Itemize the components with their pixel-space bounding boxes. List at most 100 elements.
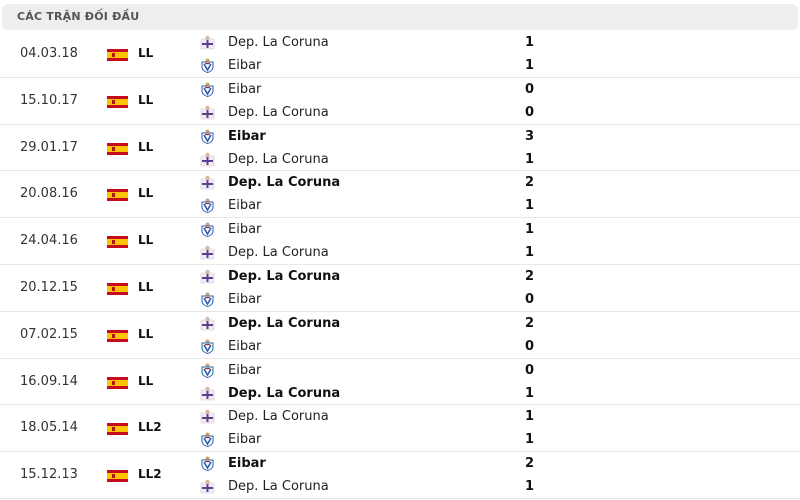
home-team: Dep. La Coruna 1 — [200, 33, 600, 53]
match-date: 18.05.14 — [20, 420, 78, 436]
match-date: 15.10.17 — [20, 92, 78, 108]
home-team: Eibar 0 — [200, 80, 600, 100]
league-label[interactable]: LL — [138, 92, 154, 107]
away-team: Dep. La Coruna 1 — [200, 243, 600, 263]
home-team: Dep. La Coruna 1 — [200, 407, 600, 427]
team-score: 1 — [525, 479, 535, 495]
team-name[interactable]: Eibar — [228, 81, 262, 97]
team-name[interactable]: Dep. La Coruna — [228, 104, 329, 120]
home-team: Eibar 3 — [200, 127, 600, 147]
match-date: 20.08.16 — [20, 186, 78, 202]
spain-flag-icon — [107, 470, 128, 483]
match-row[interactable]: 16.09.14 LL Eibar 0 Dep. La Coruna 1 — [0, 359, 800, 406]
away-team: Eibar 1 — [200, 56, 600, 76]
spain-flag-icon — [107, 376, 128, 389]
home-team: Dep. La Coruna 2 — [200, 267, 600, 287]
deportivo-crest-icon — [200, 152, 215, 167]
team-name[interactable]: Eibar — [228, 291, 262, 307]
spain-flag-icon — [107, 95, 128, 108]
team-name[interactable]: Dep. La Coruna — [228, 268, 341, 284]
away-team: Dep. La Coruna 1 — [200, 477, 600, 497]
match-date: 04.03.18 — [20, 46, 78, 61]
team-score: 1 — [525, 385, 535, 401]
match-date: 16.09.14 — [20, 373, 78, 389]
match-date: 24.04.16 — [20, 233, 78, 249]
spain-flag-icon — [107, 142, 128, 155]
team-name[interactable]: Dep. La Coruna — [228, 245, 329, 261]
eibar-crest-icon — [200, 456, 215, 472]
team-name[interactable]: Dep. La Coruna — [228, 409, 329, 425]
spain-flag-icon — [107, 236, 128, 249]
deportivo-crest-icon — [200, 269, 215, 284]
deportivo-crest-icon — [200, 386, 215, 401]
team-name[interactable]: Dep. La Coruna — [228, 315, 341, 331]
league-label[interactable]: LL2 — [138, 420, 162, 435]
spain-flag-icon — [107, 423, 128, 436]
deportivo-crest-icon — [200, 245, 215, 260]
team-name[interactable]: Dep. La Coruna — [228, 385, 341, 401]
team-score: 2 — [525, 456, 535, 472]
team-score: 0 — [525, 362, 535, 378]
team-name[interactable]: Eibar — [228, 128, 266, 144]
spain-flag-icon — [107, 49, 128, 61]
eibar-crest-icon — [200, 82, 215, 97]
league-label[interactable]: LL — [138, 186, 154, 201]
league-label[interactable]: LL — [138, 373, 154, 388]
away-team: Dep. La Coruna 1 — [200, 384, 600, 404]
league-label[interactable]: LL — [138, 326, 154, 341]
league-label[interactable]: LL — [138, 233, 154, 248]
team-name[interactable]: Dep. La Coruna — [228, 479, 329, 495]
team-name[interactable]: Eibar — [228, 338, 262, 354]
away-team: Eibar 1 — [200, 430, 600, 450]
match-row[interactable]: 15.12.13 LL2 Eibar 2 Dep. La Coruna 1 — [0, 452, 800, 499]
league-label[interactable]: LL — [138, 46, 154, 60]
match-row[interactable]: 29.01.17 LL Eibar 3 Dep. La Coruna 1 — [0, 125, 800, 172]
eibar-crest-icon — [200, 292, 215, 307]
team-score: 0 — [525, 104, 535, 120]
team-name[interactable]: Dep. La Coruna — [228, 151, 329, 167]
match-date: 29.01.17 — [20, 139, 78, 155]
spain-flag-icon — [107, 329, 128, 342]
team-name[interactable]: Eibar — [228, 456, 266, 472]
deportivo-crest-icon — [200, 316, 215, 331]
spain-flag-icon — [107, 189, 128, 202]
team-name[interactable]: Eibar — [228, 58, 262, 73]
league-label[interactable]: LL — [138, 279, 154, 294]
team-name[interactable]: Dep. La Coruna — [228, 175, 341, 191]
away-team: Dep. La Coruna 1 — [200, 150, 600, 170]
team-name[interactable]: Eibar — [228, 222, 262, 238]
deportivo-crest-icon — [200, 105, 215, 120]
deportivo-crest-icon — [200, 409, 215, 424]
team-score: 0 — [525, 291, 535, 307]
match-row[interactable]: 15.10.17 LL Eibar 0 Dep. La Coruna 0 — [0, 78, 800, 125]
spain-flag-icon — [107, 282, 128, 295]
match-row[interactable]: 07.02.15 LL Dep. La Coruna 2 Eibar 0 — [0, 312, 800, 359]
eibar-crest-icon — [200, 222, 215, 238]
team-name[interactable]: Dep. La Coruna — [228, 35, 329, 50]
home-team: Dep. La Coruna 2 — [200, 314, 600, 334]
team-score: 1 — [525, 35, 535, 50]
away-team: Eibar 0 — [200, 290, 600, 310]
team-score: 0 — [525, 338, 535, 354]
team-name[interactable]: Eibar — [228, 432, 262, 448]
eibar-crest-icon — [200, 339, 215, 354]
match-row[interactable]: 20.12.15 LL Dep. La Coruna 2 Eibar 0 — [0, 265, 800, 312]
match-row[interactable]: 24.04.16 LL Eibar 1 Dep. La Coruna 1 — [0, 218, 800, 265]
match-row[interactable]: 04.03.18 LL Dep. La Coruna 1 Eibar 1 — [0, 31, 800, 78]
away-team: Eibar 1 — [200, 196, 600, 216]
eibar-crest-icon — [200, 432, 215, 448]
deportivo-crest-icon — [200, 35, 215, 50]
section-header: CÁC TRẬN ĐỐI ĐẦU — [2, 4, 798, 30]
team-name[interactable]: Eibar — [228, 198, 262, 214]
team-score: 1 — [525, 222, 535, 238]
deportivo-crest-icon — [200, 479, 215, 494]
league-label[interactable]: LL — [138, 139, 154, 154]
match-row[interactable]: 20.08.16 LL Dep. La Coruna 2 Eibar 1 — [0, 171, 800, 219]
team-score: 1 — [525, 58, 535, 73]
eibar-crest-icon — [200, 198, 215, 214]
league-label[interactable]: LL2 — [138, 467, 162, 482]
away-team: Dep. La Coruna 0 — [200, 103, 600, 123]
team-score: 1 — [525, 409, 535, 425]
match-row[interactable]: 18.05.14 LL2 Dep. La Coruna 1 Eibar 1 — [0, 405, 800, 453]
team-name[interactable]: Eibar — [228, 362, 262, 378]
